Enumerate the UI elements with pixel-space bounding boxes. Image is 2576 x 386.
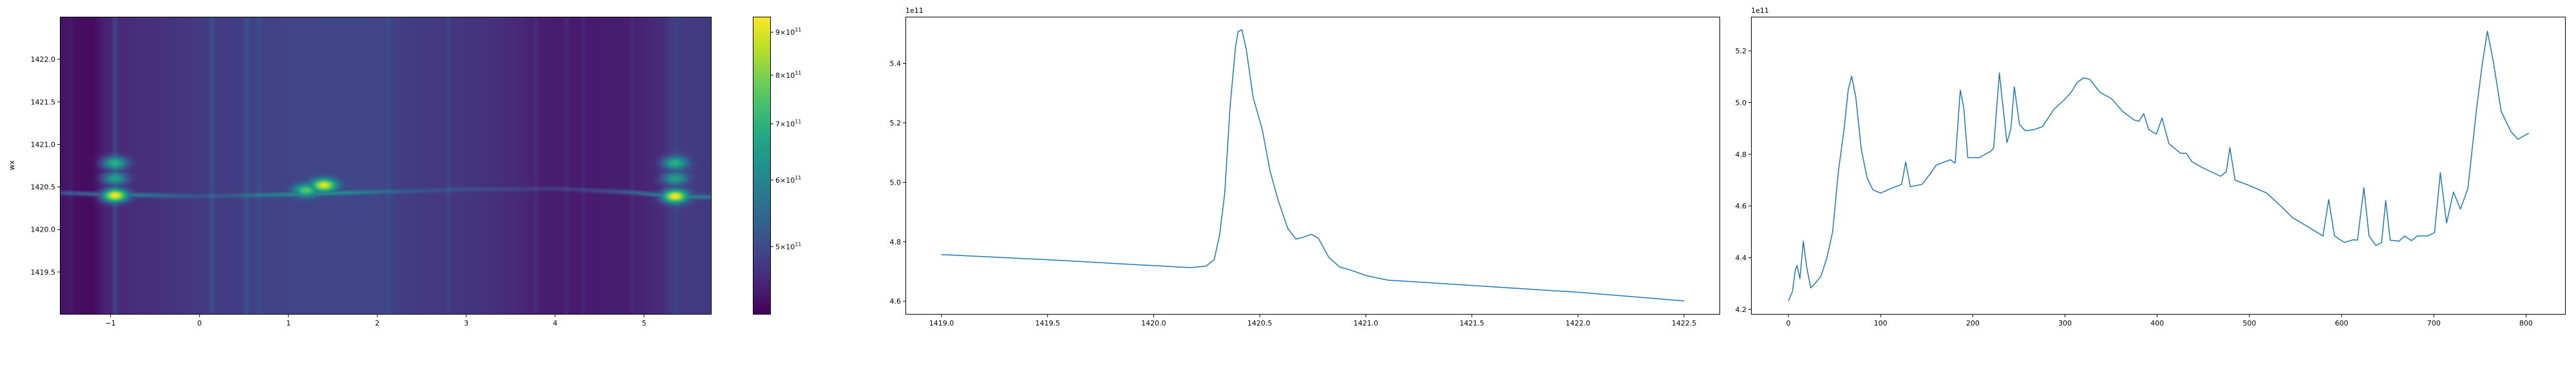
y-tick-label: 5.2: [1736, 47, 1747, 55]
x-tick-label: 1420.5: [1247, 319, 1273, 327]
y-tick-label: 5.0: [1736, 98, 1747, 107]
series-line: [941, 29, 1685, 302]
x-tick-label: 5: [642, 319, 647, 327]
x-tick-label: 1419.0: [929, 319, 954, 327]
colorbar-tick-label: 7×1011: [775, 119, 801, 129]
y-tick-label: 1422.0: [31, 55, 56, 64]
y-tick-label: 4.2: [1736, 306, 1747, 314]
colorbar-tick-label: 5×1011: [775, 241, 801, 251]
x-tick-label: 600: [2335, 319, 2349, 327]
y-tick-label: 5.0: [890, 178, 902, 187]
colorbar-gradient: [753, 17, 771, 315]
colorbar-tick-mantissa: 7×: [775, 120, 786, 129]
colorbar-tick-base: 10: [786, 71, 795, 80]
colorbar-tick-base: 10: [786, 28, 795, 37]
x-tick-label: 4: [553, 319, 558, 327]
y-tick-label: 4.8: [1736, 151, 1747, 159]
colorbar-tick-exponent: 11: [795, 119, 801, 125]
x-tick-label: −1: [106, 319, 116, 327]
y-tick-label: 5.4: [890, 60, 902, 68]
x-tick-label: 1421.0: [1354, 319, 1379, 327]
x-tick-label: 300: [2058, 319, 2072, 327]
x-tick-label: 2: [375, 319, 379, 327]
colorbar-tick-base: 10: [786, 243, 795, 251]
y-tick-label: 4.6: [1736, 202, 1747, 210]
y-tick-label: 4.4: [1736, 254, 1747, 262]
x-tick-label: 700: [2427, 319, 2441, 327]
y-offset-label: 1e11: [905, 6, 923, 15]
y-tick-label: 1421.0: [31, 140, 56, 149]
x-tick-label: 200: [1966, 319, 1980, 327]
y-tick-label: 1419.5: [31, 268, 56, 277]
colorbar-tick-exponent: 11: [795, 70, 801, 76]
colorbar-tick-exponent: 11: [795, 241, 801, 247]
colorbar-tick-base: 10: [786, 176, 795, 185]
y-tick-label: 4.8: [890, 238, 902, 246]
y-offset-label: 1e11: [1751, 6, 1769, 15]
x-tick-label: 800: [2519, 319, 2533, 327]
y-tick-label: 4.6: [890, 297, 902, 306]
x-tick-label: 1419.5: [1035, 319, 1060, 327]
colorbar-tick-label: 6×1011: [775, 175, 801, 185]
x-tick-label: 500: [2242, 319, 2256, 327]
colorbar-tick-label: 8×1011: [775, 70, 801, 80]
axes-frame: [905, 17, 1720, 315]
x-tick-label: 1420.0: [1141, 319, 1166, 327]
colorbar-tick-mantissa: 5×: [775, 243, 786, 251]
colorbar-tick-mantissa: 9×: [775, 28, 786, 37]
y-axis-label: wx: [8, 160, 16, 170]
x-tick-label: 100: [1874, 319, 1888, 327]
x-tick-label: 3: [464, 319, 468, 327]
axes-frame: [60, 17, 712, 315]
y-tick-label: 5.2: [890, 119, 902, 127]
x-tick-label: 1: [286, 319, 290, 327]
x-tick-label: 0: [1786, 319, 1790, 327]
y-tick-label: 1420.0: [31, 226, 56, 234]
heatmap-image: [60, 17, 712, 315]
colorbar-tick-base: 10: [786, 120, 795, 129]
x-tick-label: 0: [197, 319, 202, 327]
axes-frame: [1751, 17, 2566, 315]
y-tick-label: 1420.5: [31, 183, 56, 192]
y-tick-label: 1421.5: [31, 98, 56, 106]
colorbar-tick-mantissa: 6×: [775, 176, 786, 185]
colorbar-tick-mantissa: 8×: [775, 71, 786, 80]
x-tick-label: 1422.0: [1566, 319, 1591, 327]
colorbar-tick-label: 9×1011: [775, 27, 801, 37]
colorbar-tick-exponent: 11: [795, 175, 801, 181]
colorbar-tick-exponent: 11: [795, 27, 801, 33]
series-line: [1788, 30, 2530, 301]
x-tick-label: 400: [2150, 319, 2164, 327]
x-tick-label: 1421.5: [1459, 319, 1484, 327]
x-tick-label: 1422.5: [1672, 319, 1697, 327]
colorbar-frame: [753, 17, 771, 315]
